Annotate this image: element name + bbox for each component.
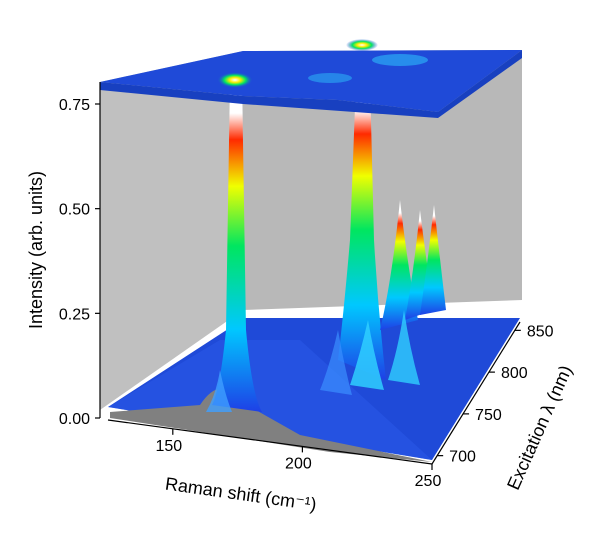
top-spot-4 [308, 73, 352, 83]
top-projection [100, 50, 522, 112]
y-tick-label: 800 [501, 365, 528, 382]
z-tick-label: 0.50 [59, 202, 90, 219]
top-spot-3 [372, 54, 428, 66]
peak-right-low-1 [350, 320, 384, 390]
y-axis-line [431, 321, 521, 465]
x-tick-label: 200 [285, 455, 312, 472]
y-tick-label: 850 [527, 323, 554, 340]
peak-right-low-2 [388, 310, 420, 385]
x-tick-label: 250 [415, 473, 442, 490]
y-tick-label: 700 [449, 449, 476, 466]
right-wall [243, 50, 522, 310]
peak-left-small [206, 370, 232, 412]
z-tick-label: 0.75 [59, 97, 90, 114]
top-hotspot-1 [217, 72, 253, 88]
top-projection-front [100, 50, 522, 118]
left-wall [100, 51, 243, 410]
y-tick-label: 750 [475, 407, 502, 424]
x-axis-ticks: 150 200 250 [155, 428, 442, 490]
peak-left-main [212, 80, 262, 412]
x-axis-line [107, 419, 433, 465]
peak-right-cluster-3 [420, 205, 446, 315]
top-hotspot-2 [346, 39, 378, 51]
z-axis-title: Intensity (arb. units) [26, 171, 46, 329]
peak-right-cluster-1 [380, 200, 418, 330]
floor-shade [108, 340, 432, 460]
z-tick-label: 0.25 [59, 306, 90, 323]
peak-right-low-3 [320, 330, 352, 395]
x-axis-title: Raman shift (cm⁻¹) [164, 474, 318, 515]
peak-right-main [338, 80, 386, 380]
z-axis-ticks: 0.00 0.25 0.50 0.75 [59, 97, 100, 428]
x-tick-label: 150 [155, 438, 182, 455]
front-grey-edge [110, 388, 432, 462]
z-tick-label: 0.00 [59, 411, 90, 428]
y-axis-ticks: 700 750 800 850 [437, 323, 554, 466]
